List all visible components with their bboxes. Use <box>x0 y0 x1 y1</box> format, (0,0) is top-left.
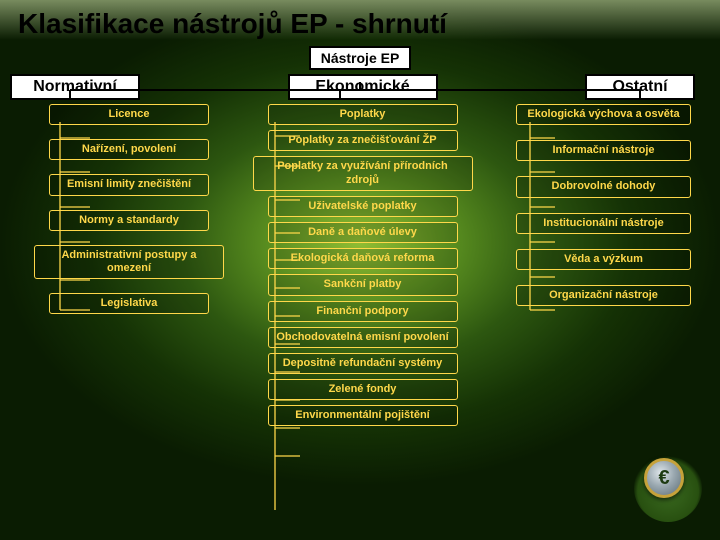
node: Poplatky za využívání přírodních zdrojů <box>253 156 473 190</box>
column-ekonomicke: Poplatky Poplatky za znečišťování ŽP Pop… <box>253 104 473 431</box>
node: Obchodovatelná emisní povolení <box>268 327 458 348</box>
header-ostatni: Ostatní <box>585 74 695 100</box>
node: Organizační nástroje <box>516 285 691 306</box>
page-title: Klasifikace nástrojů EP - shrnutí <box>0 0 720 42</box>
node: Věda a výzkum <box>516 249 691 270</box>
node: Normy a standardy <box>49 210 209 231</box>
category-headers: Normativní Ekonomické Ostatní <box>0 74 720 100</box>
node: Dobrovolné dohody <box>516 176 691 197</box>
node: Environmentální pojištění <box>268 405 458 426</box>
root-node: Nástroje EP <box>309 46 412 70</box>
header-ekonomicke: Ekonomické <box>288 74 438 100</box>
node: Finanční podpory <box>268 301 458 322</box>
node: Informační nástroje <box>516 140 691 161</box>
node: Ekologická daňová reforma <box>268 248 458 269</box>
column-ostatni: Ekologická výchova a osvěta Informační n… <box>501 104 706 431</box>
node: Emisní limity znečištění <box>49 174 209 195</box>
node: Nařízení, povolení <box>49 139 209 160</box>
columns: Licence Nařízení, povolení Emisní limity… <box>0 104 720 431</box>
node: Legislativa <box>49 293 209 314</box>
node: Poplatky <box>268 104 458 125</box>
node: Administrativní postupy a omezení <box>34 245 224 279</box>
node: Institucionální nástroje <box>516 213 691 234</box>
column-normativni: Licence Nařízení, povolení Emisní limity… <box>34 104 224 431</box>
node: Sankční platby <box>268 274 458 295</box>
euro-eco-icon: € <box>634 454 702 522</box>
node: Zelené fondy <box>268 379 458 400</box>
node: Depositně refundační systémy <box>268 353 458 374</box>
node: Licence <box>49 104 209 125</box>
node: Ekologická výchova a osvěta <box>516 104 691 125</box>
header-normativni: Normativní <box>10 74 140 100</box>
node: Daně a daňové úlevy <box>268 222 458 243</box>
node: Uživatelské poplatky <box>268 196 458 217</box>
node: Poplatky za znečišťování ŽP <box>268 130 458 151</box>
